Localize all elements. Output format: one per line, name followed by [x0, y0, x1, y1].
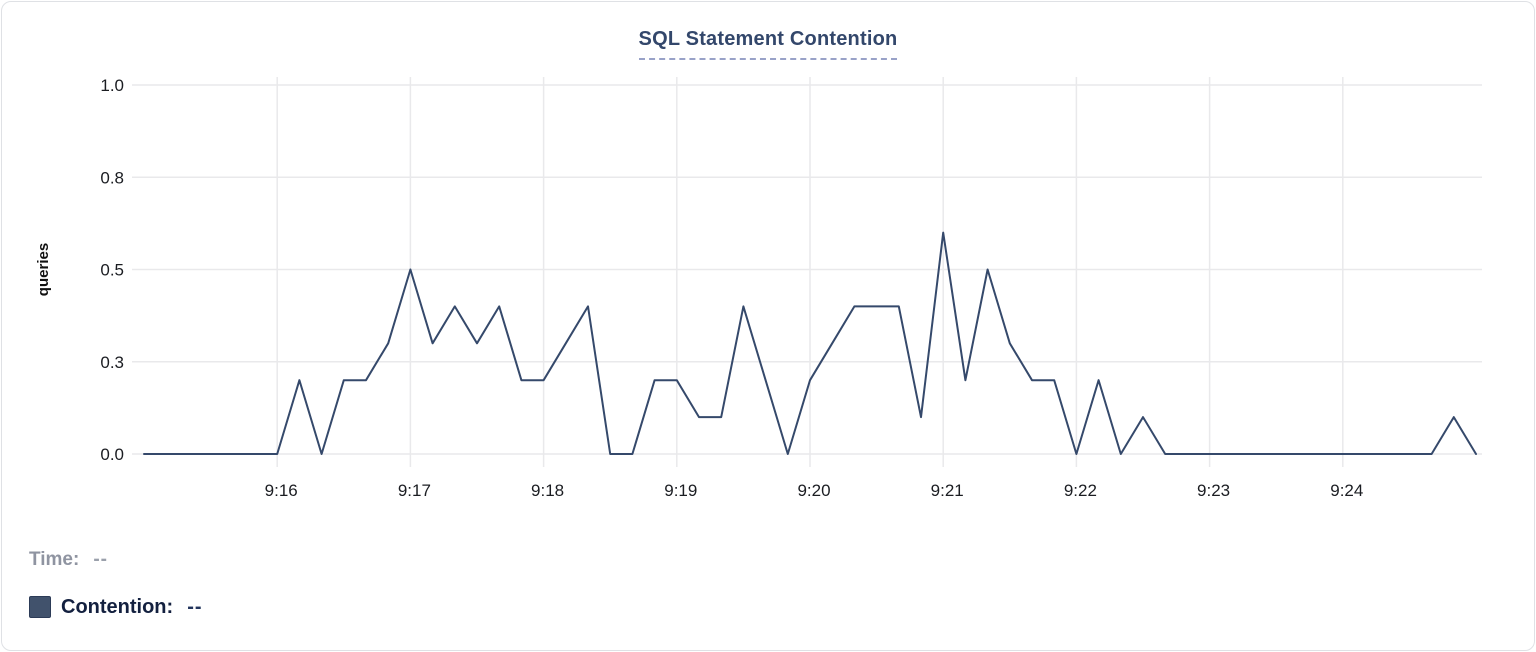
- legend-contention-row: Contention: --: [29, 592, 203, 622]
- time-label: Time:: [29, 549, 80, 570]
- x-tick-label: 9:21: [931, 481, 964, 500]
- chart-title[interactable]: SQL Statement Contention: [638, 28, 898, 60]
- contention-value: --: [187, 595, 203, 618]
- x-tick-label: 9:23: [1197, 481, 1230, 500]
- y-axis-title: queries: [35, 243, 52, 296]
- chart-legend: Time: -- Contention: --: [29, 545, 203, 622]
- legend-time-row: Time: --: [29, 545, 203, 575]
- y-tick-label: 0.3: [100, 353, 124, 372]
- contention-label: Contention:: [61, 595, 174, 618]
- y-tick-label: 0.8: [100, 168, 124, 187]
- y-tick-label: 1.0: [100, 76, 124, 95]
- y-tick-label: 0.0: [100, 445, 124, 464]
- x-tick-label: 9:16: [265, 481, 298, 500]
- contention-series-swatch-icon[interactable]: [29, 596, 51, 618]
- y-tick-label: 0.5: [100, 261, 124, 280]
- contention-series-line: [143, 231, 1477, 455]
- x-tick-label: 9:24: [1330, 481, 1363, 500]
- time-value: --: [93, 549, 108, 570]
- contention-chart[interactable]: 0.0 0.3 0.5 0.8 1.0 9:16 9:17 9:18 9:19 9:20 9:21 9…: [2, 60, 1536, 512]
- x-tick-label: 9:22: [1064, 481, 1097, 500]
- title-row: SQL Statement Contention: [2, 28, 1534, 60]
- x-tick-label: 9:18: [531, 481, 564, 500]
- x-tick-label: 9:19: [664, 481, 697, 500]
- x-tick-label: 9:17: [398, 481, 431, 500]
- x-tick-label: 9:20: [797, 481, 830, 500]
